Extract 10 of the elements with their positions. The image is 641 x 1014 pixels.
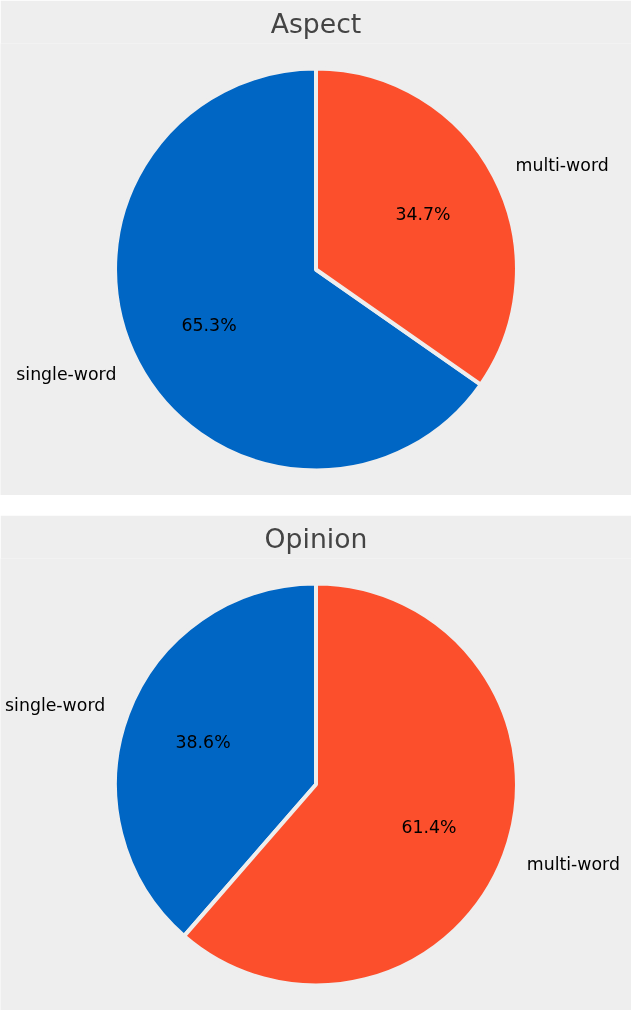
slice-label: multi-word [515,154,609,175]
chart-title: Opinion [264,522,368,554]
slice-label: single-word [16,364,117,385]
data-label: 34.7% [395,203,451,224]
data-label: 38.6% [175,732,231,753]
data-label: 61.4% [401,816,457,837]
chart-title: Aspect [270,7,362,39]
slice-label: single-word [5,695,106,716]
slice-label: multi-word [526,853,620,874]
data-label: 65.3% [181,315,237,336]
